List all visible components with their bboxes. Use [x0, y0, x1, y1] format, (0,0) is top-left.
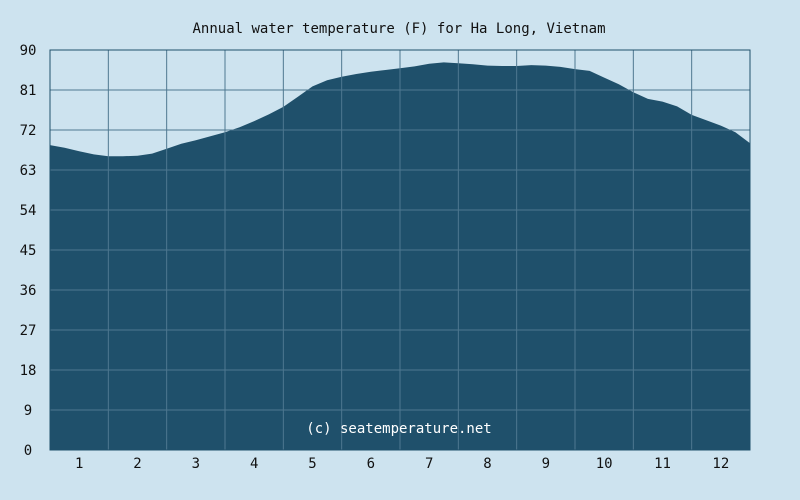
- x-tick-label-4: 5: [308, 456, 316, 472]
- y-tick-label-2: 18: [20, 363, 37, 379]
- y-tick-label-10: 90: [20, 43, 37, 59]
- x-tick-label-9: 10: [596, 456, 613, 472]
- y-tick-label-9: 81: [20, 83, 37, 99]
- y-tick-label-4: 36: [20, 283, 37, 299]
- y-tick-label-5: 45: [20, 243, 37, 259]
- x-tick-label-7: 8: [483, 456, 491, 472]
- plot-border: [49, 49, 751, 451]
- x-tick-label-0: 1: [75, 456, 83, 472]
- watermark-text: (c) seatemperature.net: [306, 421, 491, 437]
- y-tick-label-6: 54: [20, 203, 37, 219]
- x-tick-label-3: 4: [250, 456, 258, 472]
- y-tick-label-7: 63: [20, 163, 37, 179]
- y-tick-label-0: 0: [24, 443, 32, 459]
- x-tick-label-6: 7: [425, 456, 433, 472]
- x-tick-label-1: 2: [133, 456, 141, 472]
- y-tick-label-3: 27: [20, 323, 37, 339]
- x-tick-label-2: 3: [192, 456, 200, 472]
- x-tick-label-5: 6: [367, 456, 375, 472]
- chart-title: Annual water temperature (F) for Ha Long…: [192, 21, 605, 37]
- x-tick-label-8: 9: [542, 456, 550, 472]
- y-tick-label-8: 72: [20, 123, 37, 139]
- y-tick-label-1: 9: [24, 403, 32, 419]
- x-tick-label-11: 12: [712, 456, 729, 472]
- x-tick-label-10: 11: [654, 456, 671, 472]
